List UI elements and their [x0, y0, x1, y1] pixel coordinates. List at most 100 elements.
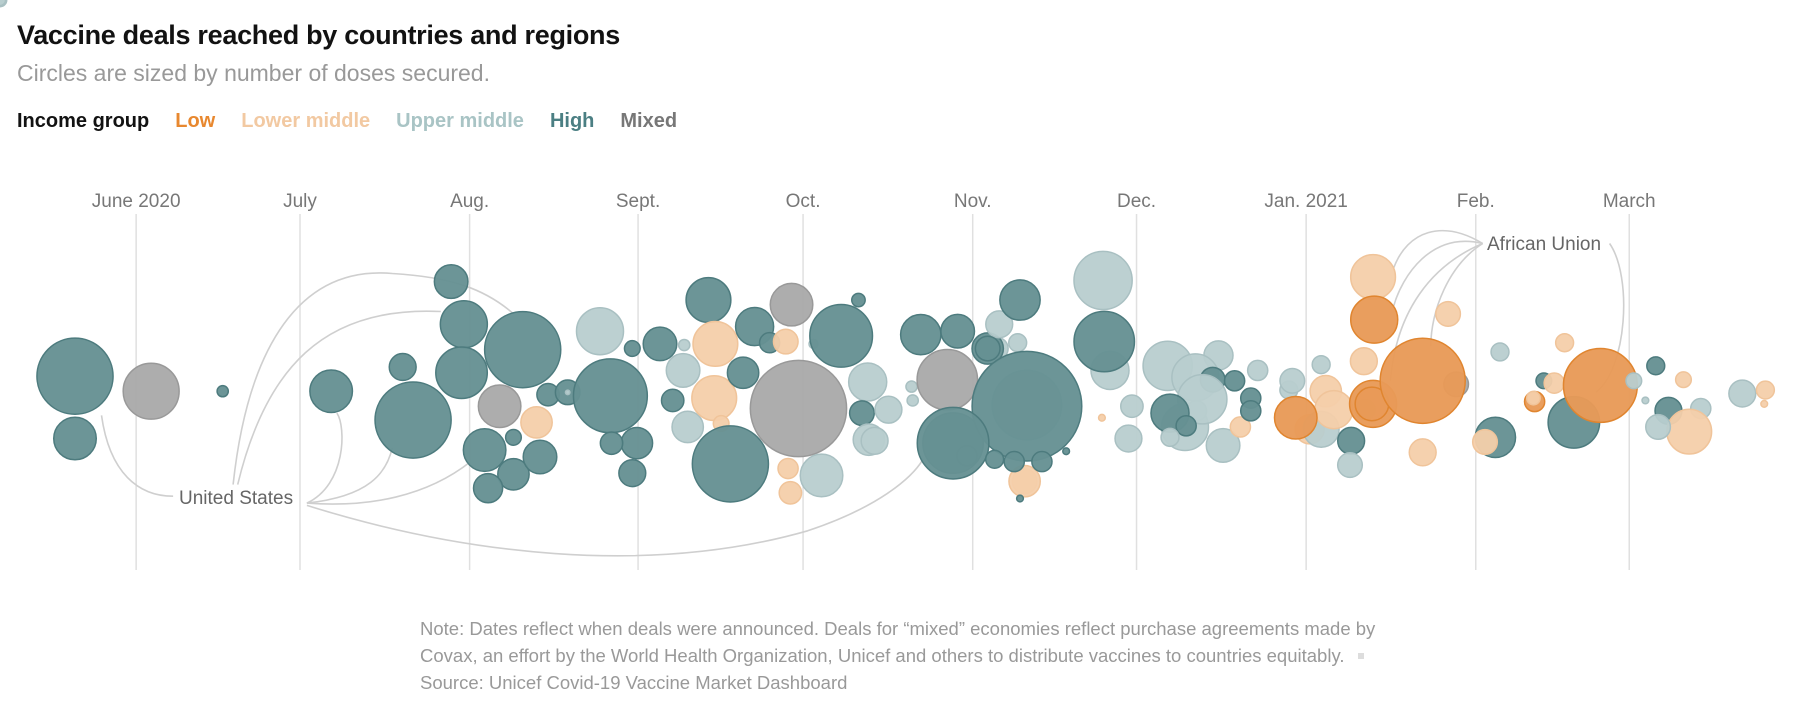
data-point-mixed[interactable] — [916, 348, 979, 411]
data-point-upper-middle[interactable] — [1119, 394, 1144, 419]
data-point-lower-middle[interactable] — [1554, 333, 1575, 353]
data-point-mixed[interactable] — [122, 362, 180, 420]
data-point-upper-middle[interactable] — [905, 380, 918, 393]
data-point-upper-middle[interactable] — [1645, 413, 1672, 441]
data-point-lower-middle[interactable] — [1314, 389, 1354, 430]
data-point-high[interactable] — [439, 300, 489, 349]
data-point-lower-middle[interactable] — [520, 405, 553, 439]
data-point-high[interactable] — [1175, 415, 1197, 437]
data-point-high[interactable] — [1031, 450, 1053, 473]
data-point-lower-middle[interactable] — [772, 328, 799, 355]
data-point-high[interactable] — [691, 425, 770, 503]
data-point-high[interactable] — [1239, 400, 1262, 422]
data-point-high[interactable] — [1003, 450, 1026, 473]
data-point-high[interactable] — [848, 400, 875, 427]
data-point-upper-middle[interactable] — [847, 362, 888, 402]
data-point-high[interactable] — [388, 352, 417, 382]
data-point-high[interactable] — [1336, 426, 1366, 456]
data-point-high[interactable] — [620, 426, 654, 460]
data-point-upper-middle[interactable] — [906, 394, 920, 407]
data-point-high[interactable] — [433, 264, 469, 300]
data-point-high[interactable] — [216, 384, 230, 398]
data-point-upper-middle[interactable] — [1007, 333, 1028, 353]
data-point-lower-middle[interactable] — [1755, 380, 1776, 400]
data-point-high[interactable] — [809, 303, 874, 368]
data-point-high[interactable] — [642, 326, 678, 362]
data-point-high[interactable] — [522, 439, 558, 475]
data-point-high[interactable] — [483, 310, 562, 389]
data-point-upper-middle[interactable] — [985, 310, 1014, 339]
data-point-high[interactable] — [685, 276, 732, 324]
data-point-lower-middle[interactable] — [1666, 408, 1713, 455]
data-point-upper-middle[interactable] — [0, 0, 7, 7]
data-point-upper-middle[interactable] — [799, 453, 844, 498]
data-point-mixed[interactable] — [477, 384, 522, 429]
data-point-upper-middle[interactable] — [1114, 424, 1143, 453]
data-point-high[interactable] — [660, 388, 685, 413]
data-point-high[interactable] — [435, 346, 489, 400]
data-point-high[interactable] — [1223, 369, 1246, 392]
data-point-upper-middle[interactable] — [1641, 396, 1650, 405]
data-point-upper-middle[interactable] — [671, 410, 705, 444]
data-point-high[interactable] — [984, 449, 1005, 469]
data-point-lower-middle[interactable] — [1349, 253, 1397, 301]
data-point-high[interactable] — [899, 313, 942, 356]
data-point-upper-middle[interactable] — [1336, 452, 1364, 479]
data-point-high[interactable] — [504, 428, 523, 446]
data-point-lower-middle[interactable] — [1008, 464, 1042, 498]
data-point-low[interactable] — [1562, 347, 1639, 424]
data-point-mixed[interactable] — [749, 359, 848, 458]
data-point-upper-middle[interactable] — [677, 338, 691, 352]
data-point-upper-middle[interactable] — [575, 306, 625, 356]
data-point-lower-middle[interactable] — [1525, 390, 1541, 406]
data-point-high[interactable] — [940, 313, 976, 349]
data-point-low[interactable] — [1349, 295, 1399, 344]
data-point-upper-middle[interactable] — [1625, 372, 1643, 390]
data-point-high[interactable] — [999, 279, 1041, 321]
data-point-high[interactable] — [618, 458, 647, 488]
data-point-high[interactable] — [497, 457, 530, 491]
data-point-lower-middle[interactable] — [1760, 399, 1769, 409]
data-point-low[interactable] — [1379, 337, 1466, 425]
data-point-high[interactable] — [599, 431, 624, 456]
data-point-lower-middle[interactable] — [1229, 416, 1252, 438]
data-point-lower-middle[interactable] — [692, 320, 739, 368]
data-point-upper-middle[interactable] — [1073, 250, 1133, 311]
data-point-lower-middle[interactable] — [777, 457, 799, 480]
data-point-upper-middle[interactable] — [1490, 342, 1510, 362]
data-point-high[interactable] — [623, 339, 641, 358]
data-point-high[interactable] — [309, 369, 354, 414]
data-point-high[interactable] — [472, 472, 504, 504]
data-point-high[interactable] — [850, 292, 866, 308]
data-point-upper-middle[interactable] — [860, 426, 889, 456]
data-point-upper-middle[interactable] — [1279, 367, 1306, 394]
data-point-high[interactable] — [1646, 356, 1666, 376]
data-point-mixed[interactable] — [769, 282, 814, 327]
data-point-lower-middle[interactable] — [1543, 372, 1566, 394]
data-point-lower-middle[interactable] — [1674, 371, 1693, 389]
data-point-lower-middle[interactable] — [1349, 347, 1379, 376]
data-point-high[interactable] — [726, 356, 760, 390]
data-point-high[interactable] — [572, 358, 649, 434]
data-point-high[interactable] — [916, 406, 990, 480]
data-point-lower-middle[interactable] — [778, 480, 803, 505]
data-point-high[interactable] — [52, 416, 98, 461]
data-point-lower-middle[interactable] — [1408, 438, 1437, 467]
data-point-upper-middle[interactable] — [665, 352, 701, 388]
data-point-high[interactable] — [374, 381, 452, 459]
data-point-high[interactable] — [36, 337, 114, 416]
data-point-upper-middle[interactable] — [1728, 379, 1757, 408]
data-point-upper-middle[interactable] — [1311, 354, 1331, 375]
data-point-upper-middle[interactable] — [564, 389, 571, 396]
data-point-lower-middle[interactable] — [1097, 413, 1107, 422]
data-point-upper-middle[interactable] — [874, 395, 903, 424]
data-point-high[interactable] — [1073, 310, 1136, 373]
data-point-high[interactable] — [1015, 494, 1025, 503]
data-point-high[interactable] — [974, 335, 1001, 362]
data-point-low[interactable] — [1273, 395, 1318, 440]
data-point-lower-middle[interactable] — [1471, 428, 1499, 456]
data-point-lower-middle[interactable] — [1435, 300, 1462, 327]
data-point-upper-middle[interactable] — [1205, 427, 1241, 463]
data-point-high[interactable] — [1062, 447, 1071, 456]
data-point-high[interactable] — [462, 428, 507, 473]
